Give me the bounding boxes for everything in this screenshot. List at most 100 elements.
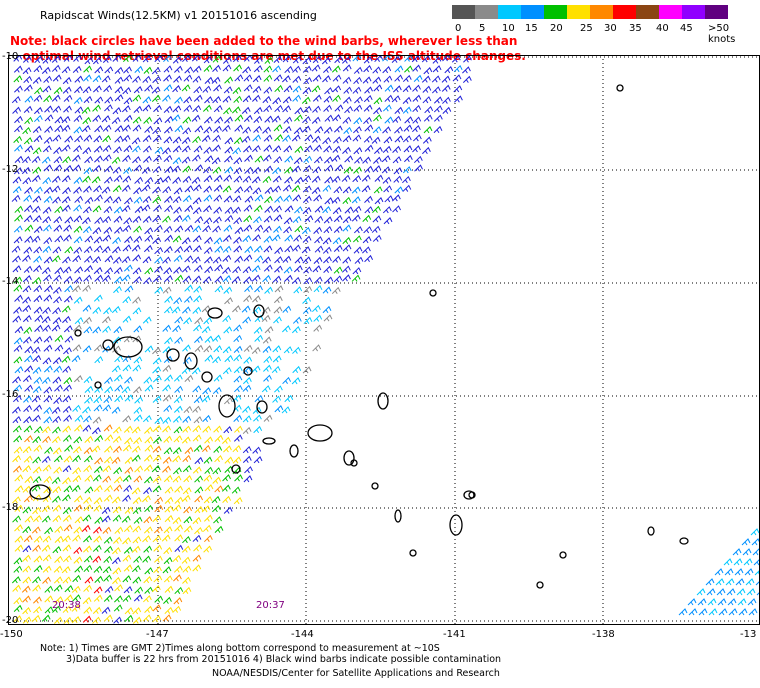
wind-barb [251,265,261,273]
wind-barb [392,156,402,164]
wind-barb [94,457,103,465]
wind-barb [133,225,142,233]
wind-barb [282,376,292,385]
wind-barb [22,155,31,164]
wind-barb [53,224,63,232]
wind-barb [83,95,93,104]
wind-barb [33,425,43,434]
wind-barb [123,66,132,74]
wind-barb [191,154,201,162]
wind-barb [61,196,71,204]
wind-barb [42,435,51,443]
wind-barb [253,456,263,464]
wind-barb [331,154,341,162]
wind-barb [23,75,33,84]
wind-barb [92,57,102,65]
wind-barb [22,506,32,514]
wind-barb [393,175,403,183]
wind-barb [102,316,111,324]
wind-barb [102,134,112,143]
wind-barb [14,524,23,532]
wind-barb [244,195,254,203]
legend-label: 5 [479,23,486,34]
wind-barb [304,134,314,142]
wind-barb [101,115,111,123]
wind-barb [13,65,23,73]
wind-barb [143,516,153,524]
wind-barb [412,116,422,124]
wind-barb [291,326,301,334]
wind-barb [352,267,362,275]
wind-barb [173,565,183,573]
wind-barb [263,144,273,152]
wind-barb [32,354,42,363]
wind-barb [292,94,302,102]
wind-barb [441,84,451,92]
wind-barb [132,616,142,624]
wind-barb [294,176,304,184]
wind-barb [163,74,172,82]
wind-barb [294,107,304,115]
wind-barb [212,356,222,364]
wind-barb [113,146,122,154]
wind-barb [284,65,294,74]
wind-barb [104,445,113,453]
wind-barb [293,286,303,294]
wind-barb [52,105,62,113]
wind-barb [331,175,341,183]
wind-barb [334,55,344,64]
wind-barb [264,56,274,64]
wind-barb [342,146,351,154]
wind-barb [103,536,113,544]
wind-barb [133,235,143,243]
wind-barb [243,224,253,232]
wind-barb [384,195,394,203]
wind-barb [61,65,71,74]
wind-barb [323,104,332,112]
wind-barb [423,67,433,75]
wind-barb [153,544,163,552]
wind-barb [212,55,222,63]
wind-barb [284,234,294,242]
wind-barb [262,175,272,183]
wind-barb [223,426,233,434]
wind-barb [41,504,51,513]
wind-barb [211,495,221,504]
wind-barb [404,65,413,73]
wind-barb [83,255,93,263]
wind-barb [243,114,253,123]
wind-barb [111,156,121,164]
wind-barb [342,186,352,194]
wind-barb [41,544,51,552]
wind-barb [153,104,162,113]
wind-barb [244,166,254,174]
wind-barb [54,525,64,533]
wind-barb [194,486,204,494]
wind-barb [292,316,302,324]
wind-barb [121,134,131,142]
wind-barb [52,605,61,613]
wind-barb [193,295,203,303]
wind-barb [747,598,757,606]
wind-barb [242,384,252,392]
wind-barb [152,275,162,283]
wind-barb [182,127,192,135]
wind-barb [423,126,433,134]
wind-barb [93,395,103,404]
wind-barb [74,316,84,325]
wind-barb [43,386,53,394]
wind-barb [311,175,321,183]
wind-barb [11,576,21,584]
wind-barb [34,324,43,332]
wind-barb [32,544,41,552]
wind-barb [23,265,33,273]
wind-barb [333,125,343,133]
wind-barb [61,124,71,132]
wind-barb [43,294,53,302]
wind-barb [81,524,91,532]
wind-barb [124,506,134,514]
wind-barb [374,55,384,63]
wind-barb [293,265,303,273]
wind-barb [43,236,53,245]
wind-barb [43,274,52,282]
